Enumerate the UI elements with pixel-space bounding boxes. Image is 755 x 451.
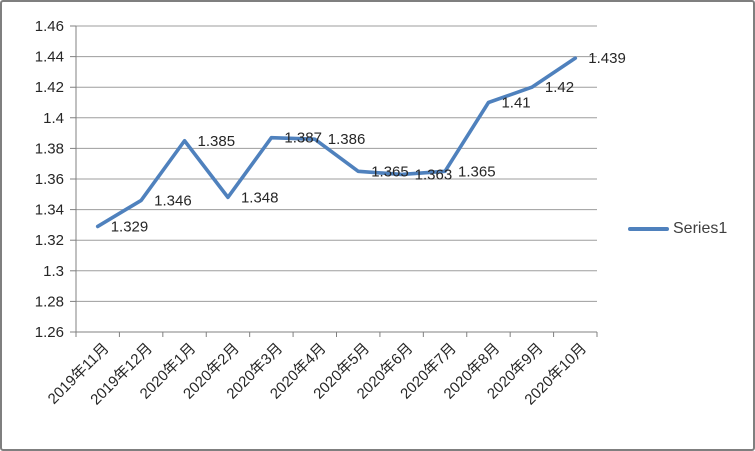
data-label: 1.41 <box>501 95 530 112</box>
data-label: 1.385 <box>198 133 236 150</box>
series-line[interactable] <box>95 56 578 229</box>
y-axis-label: 1.36 <box>35 171 64 188</box>
y-axis-label: 1.3 <box>43 263 64 280</box>
legend[interactable]: Series1 <box>628 219 727 239</box>
data-label: 1.365 <box>458 163 496 180</box>
y-axis-label: 1.26 <box>35 324 64 341</box>
y-axis-label: 1.4 <box>43 110 64 127</box>
data-label: 1.348 <box>241 189 279 206</box>
data-label: 1.363 <box>415 166 453 183</box>
y-axis-label: 1.38 <box>35 140 64 157</box>
y-axis-label: 1.28 <box>35 293 64 310</box>
data-label: 1.387 <box>284 130 322 147</box>
y-axis-label: 1.46 <box>35 18 64 35</box>
y-axis-label: 1.32 <box>35 232 64 249</box>
data-label: 1.365 <box>371 163 409 180</box>
legend-line-swatch <box>628 227 669 231</box>
y-axis-label: 1.34 <box>35 202 64 219</box>
data-label: 1.329 <box>111 218 149 235</box>
data-label: 1.386 <box>328 131 366 148</box>
data-label: 1.439 <box>588 50 626 67</box>
legend-label: Series1 <box>673 220 728 237</box>
y-axis-label: 1.44 <box>35 49 64 66</box>
y-axis-label: 1.42 <box>35 79 64 96</box>
data-label: 1.346 <box>154 192 192 209</box>
data-label: 1.42 <box>545 79 574 96</box>
